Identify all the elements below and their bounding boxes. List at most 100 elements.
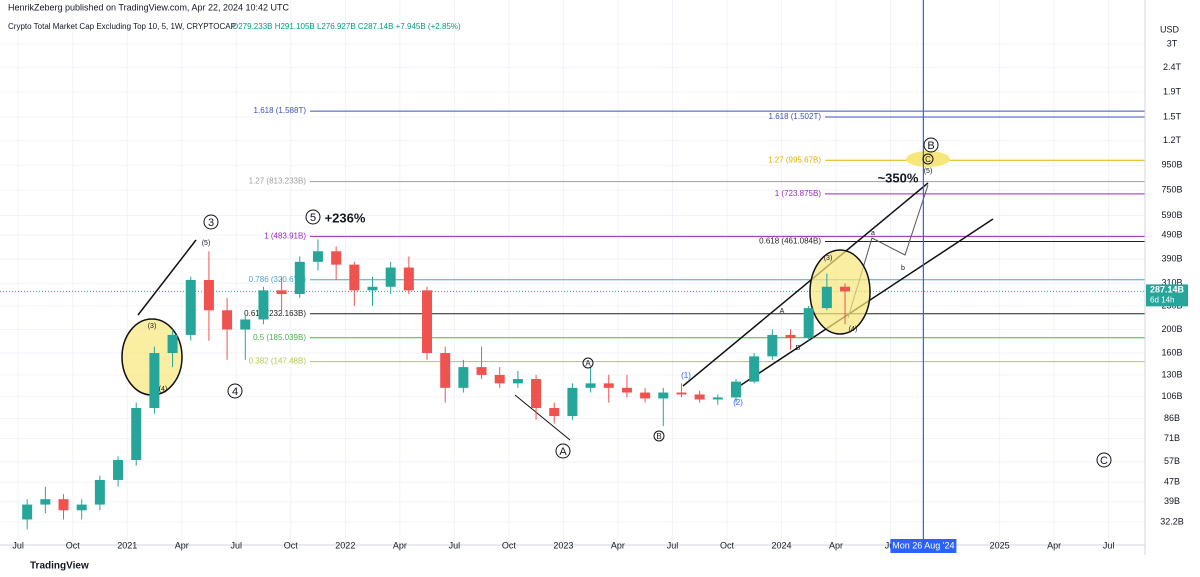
candle-body (312, 251, 323, 262)
wave-label: (5) (924, 168, 933, 175)
candle-body (621, 387, 632, 393)
wave-label: (4) (159, 386, 168, 393)
x-tick-label: 2024 (771, 540, 791, 550)
wave-label: b (901, 265, 905, 272)
fib-label: 0.382 (147.48B) (249, 357, 307, 366)
candle-body (658, 392, 669, 399)
last-price-box (1146, 284, 1188, 307)
x-tick-label: Apr (393, 540, 407, 550)
fib-label: 1 (723.875B) (775, 189, 822, 198)
trend-line (137, 239, 197, 316)
candle-body (367, 286, 378, 291)
symbol: Crypto Total Market Cap Excluding Top 10… (8, 22, 236, 31)
candle-body (712, 397, 723, 400)
y-tick-label: 1.2T (1163, 135, 1182, 145)
x-tick-label: Oct (720, 540, 735, 550)
candle-body (22, 504, 33, 520)
wave-label: +236% (325, 210, 366, 225)
x-tick-label: Jul (12, 540, 24, 550)
price-axis (1145, 0, 1200, 555)
fib-label: 1.27 (995.67B) (768, 155, 821, 164)
candle-body (349, 264, 360, 291)
wave-label: (3) (148, 323, 157, 330)
candle-body (749, 356, 760, 382)
y-tick-label: 71B (1164, 433, 1180, 443)
y-tick-label: 32.2B (1160, 516, 1184, 526)
candle-body (240, 319, 251, 330)
highlight (906, 151, 950, 167)
candle-body (531, 379, 542, 408)
y-tick-label: 390B (1161, 253, 1182, 263)
y-tick-label: 47B (1164, 477, 1180, 487)
y-tick-label: 1.5T (1163, 111, 1182, 121)
channel-upper (682, 182, 929, 387)
wave-label: ~350% (878, 170, 919, 185)
wave-label: C (1100, 455, 1108, 467)
candle-body (767, 334, 778, 357)
candle-body (149, 353, 160, 408)
candle-body (440, 353, 451, 388)
candle-body (603, 383, 614, 388)
candle-body (494, 374, 505, 384)
y-tick-label: 2.4T (1163, 62, 1182, 72)
candle-body (94, 479, 105, 505)
candle-body (567, 387, 578, 417)
wave-label: A (559, 446, 567, 458)
wave-label: (4) (849, 326, 858, 333)
y-tick-label: 106B (1161, 391, 1182, 401)
candle-body (803, 308, 814, 338)
candle-body (476, 367, 487, 375)
crosshair-label: Mon 26 Aug '24 (892, 540, 954, 550)
x-tick-label: Jul (231, 540, 243, 550)
y-tick-label: 950B (1161, 160, 1182, 170)
wave-circle (923, 137, 939, 153)
fib-label: 0.618 (232.163B) (244, 309, 306, 318)
x-tick-label: Apr (611, 540, 625, 550)
x-tick-label: Jul (1103, 540, 1115, 550)
x-tick-label: Oct (66, 540, 81, 550)
wave-line (514, 394, 571, 441)
x-tick-label: 2021 (117, 540, 137, 550)
x-tick-label: 2025 (990, 540, 1010, 550)
wave-label: a (871, 230, 875, 237)
wave-circle (1096, 452, 1112, 468)
candle-body (585, 383, 596, 388)
candle-body (258, 290, 269, 320)
crosshair-box (890, 539, 957, 553)
wave-circle (922, 153, 934, 165)
y-tick-label: 490B (1161, 229, 1182, 239)
candle-body (549, 407, 560, 417)
candle-body (785, 334, 796, 338)
candle-body (694, 394, 705, 400)
wave-circle (227, 383, 243, 399)
candle-body (821, 286, 832, 309)
y-tick-label: 57B (1164, 456, 1180, 466)
candle-body (331, 251, 342, 265)
candle-body (458, 367, 469, 388)
currency: USD (1160, 24, 1180, 34)
candle-body (294, 261, 305, 295)
wave-label: (2) (733, 398, 743, 407)
y-tick-label: 160B (1161, 347, 1182, 357)
y-tick-label: 1.9T (1163, 87, 1182, 97)
candle-body (403, 267, 414, 291)
x-tick-label: Apr (829, 540, 843, 550)
wave-label: C (925, 155, 931, 164)
candle-body (185, 279, 196, 335)
candle-body (422, 290, 433, 354)
wave-label: B (927, 140, 934, 152)
fib-label: 1 (483.91B) (264, 231, 306, 240)
candle-body (222, 310, 233, 330)
wave-label: 3 (208, 217, 214, 229)
wave-circle (555, 443, 571, 459)
y-tick-label: 310B (1161, 278, 1182, 288)
x-tick-label: Oct (284, 540, 299, 550)
y-tick-label: 130B (1161, 369, 1182, 379)
fib-label: 1.27 (813.233B) (249, 177, 307, 186)
y-tick-label: 39B (1164, 496, 1180, 506)
x-tick-label: Jul (667, 540, 679, 550)
x-tick-label: Apr (1047, 540, 1061, 550)
wave-circle (582, 357, 594, 369)
